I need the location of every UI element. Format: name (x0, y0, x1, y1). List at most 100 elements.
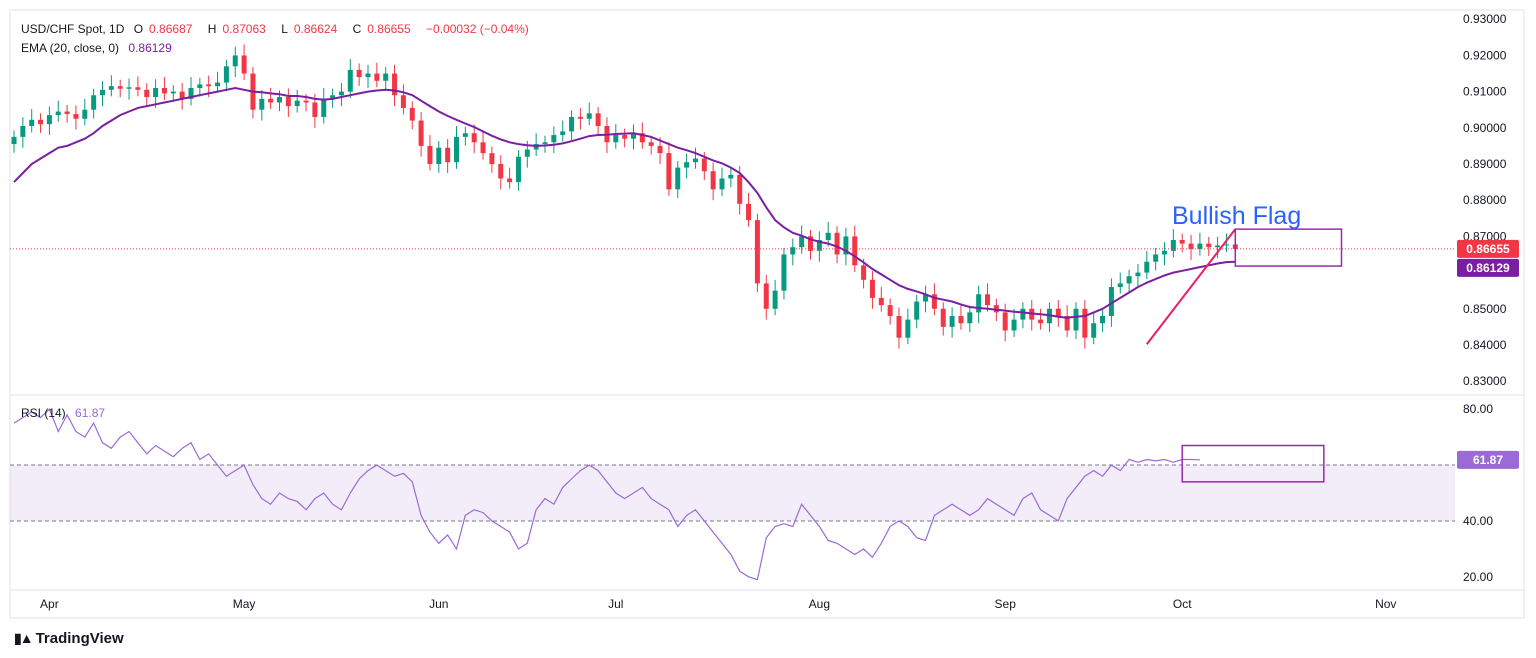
candle-body (117, 86, 123, 89)
candle-body (179, 91, 185, 99)
candle-body (1144, 261, 1150, 273)
candle-body (489, 153, 495, 164)
candle-body (462, 133, 468, 137)
ema-value: 0.86129 (128, 41, 172, 55)
rsi-last-label-bg (1457, 450, 1519, 469)
candle-body (480, 142, 486, 154)
candle-body (268, 98, 274, 103)
candle-body (259, 98, 265, 110)
candle-body (666, 153, 672, 190)
candle-body (206, 84, 212, 87)
candle-body (215, 82, 221, 87)
rsi-label: RSI (14) (21, 406, 66, 420)
candle-body (1135, 272, 1141, 277)
candle-body (197, 84, 203, 88)
candle-body (241, 55, 247, 74)
candle-body (135, 87, 141, 90)
ema-price-label: 0.86129 (1466, 261, 1510, 275)
candle-body (11, 136, 17, 145)
candle-body (896, 316, 902, 338)
candle-body (1055, 308, 1061, 316)
ema-label: EMA (20, close, 0) (21, 41, 120, 55)
candle-body (29, 119, 35, 126)
candle-body (82, 109, 88, 119)
candle-body (931, 294, 937, 309)
candle-body (684, 162, 690, 168)
candle-body (330, 95, 336, 99)
candle-body (754, 220, 760, 284)
candle-body (1197, 243, 1203, 250)
candle-body (223, 66, 229, 83)
ohlc-open: O 0.86687 (133, 22, 193, 36)
candle-body (161, 88, 167, 94)
candle-body (985, 294, 990, 306)
time-axis-tick-label: Aug (809, 597, 830, 611)
candle-body (170, 91, 176, 94)
candle-body (586, 113, 592, 119)
rsi-value: 61.87 (75, 406, 106, 420)
candle-body (454, 136, 459, 163)
candle-body (613, 135, 619, 143)
symbol-legend: USD/CHF Spot, 1D O 0.86687 H 0.87063 L 0.86… (21, 22, 535, 36)
tradingview-icon: ▮▲ (14, 630, 34, 646)
candle-body (303, 100, 309, 103)
candle-body (347, 69, 353, 92)
ema-line (13, 86, 1236, 319)
rsi-flag-box (1181, 444, 1325, 483)
candle-body (365, 73, 371, 78)
candle-body (498, 164, 504, 179)
flag-box (1234, 228, 1343, 267)
candle-body (409, 107, 415, 121)
candle-body (312, 102, 318, 117)
candle-body (639, 133, 645, 143)
candle-body (816, 240, 822, 251)
candle-body (1170, 240, 1176, 251)
price-axis-tick-label: 0.88000 (1463, 193, 1507, 207)
candle-body (400, 95, 406, 108)
candle-body (445, 147, 451, 163)
price-axis-tick-label: 0.83000 (1463, 374, 1507, 388)
candle-body (1011, 319, 1017, 331)
tradingview-logo[interactable]: ▮▲ TradingView (14, 630, 124, 647)
candle-body (728, 174, 734, 179)
candle-body (577, 116, 583, 119)
candle-body (392, 73, 398, 96)
candle-body (878, 297, 884, 306)
candle-body (710, 171, 716, 190)
candle-body (20, 126, 26, 137)
candle-body (515, 156, 521, 183)
candle-body (1206, 243, 1212, 248)
candle-body (861, 265, 867, 280)
candle-body (1179, 240, 1185, 244)
time-axis-tick-label: May (233, 597, 256, 611)
candle-body (869, 279, 875, 298)
rsi-last-label: 61.87 (1473, 453, 1503, 467)
ohlc-change: −0.00032 (−0.04%) (426, 22, 529, 36)
price-axis-tick-label: 0.89000 (1463, 157, 1507, 171)
candle-body (55, 111, 61, 116)
candle-body (967, 312, 973, 324)
candle-body (383, 73, 389, 81)
candle-body (524, 149, 530, 157)
candle-body (1162, 250, 1167, 255)
ohlc-low: L 0.86624 (281, 22, 338, 36)
last-price-label-bg (1457, 239, 1519, 258)
candle-body (38, 119, 44, 125)
candle-body (993, 305, 999, 313)
tradingview-logo-text: TradingView (35, 630, 124, 647)
candle-body (338, 91, 344, 96)
candle-body (914, 301, 920, 320)
candle-body (622, 135, 628, 139)
candle-body (188, 88, 194, 99)
candle-body (1038, 319, 1044, 324)
time-axis-tick-label: Jul (608, 597, 623, 611)
rsi-band (10, 465, 1455, 521)
candle-body (436, 147, 442, 164)
candle-body (737, 174, 743, 204)
candle-body (1100, 316, 1106, 324)
candle-body (294, 100, 300, 107)
candle-body (277, 97, 282, 103)
candle-body (790, 247, 796, 255)
candle-body (1153, 254, 1159, 262)
